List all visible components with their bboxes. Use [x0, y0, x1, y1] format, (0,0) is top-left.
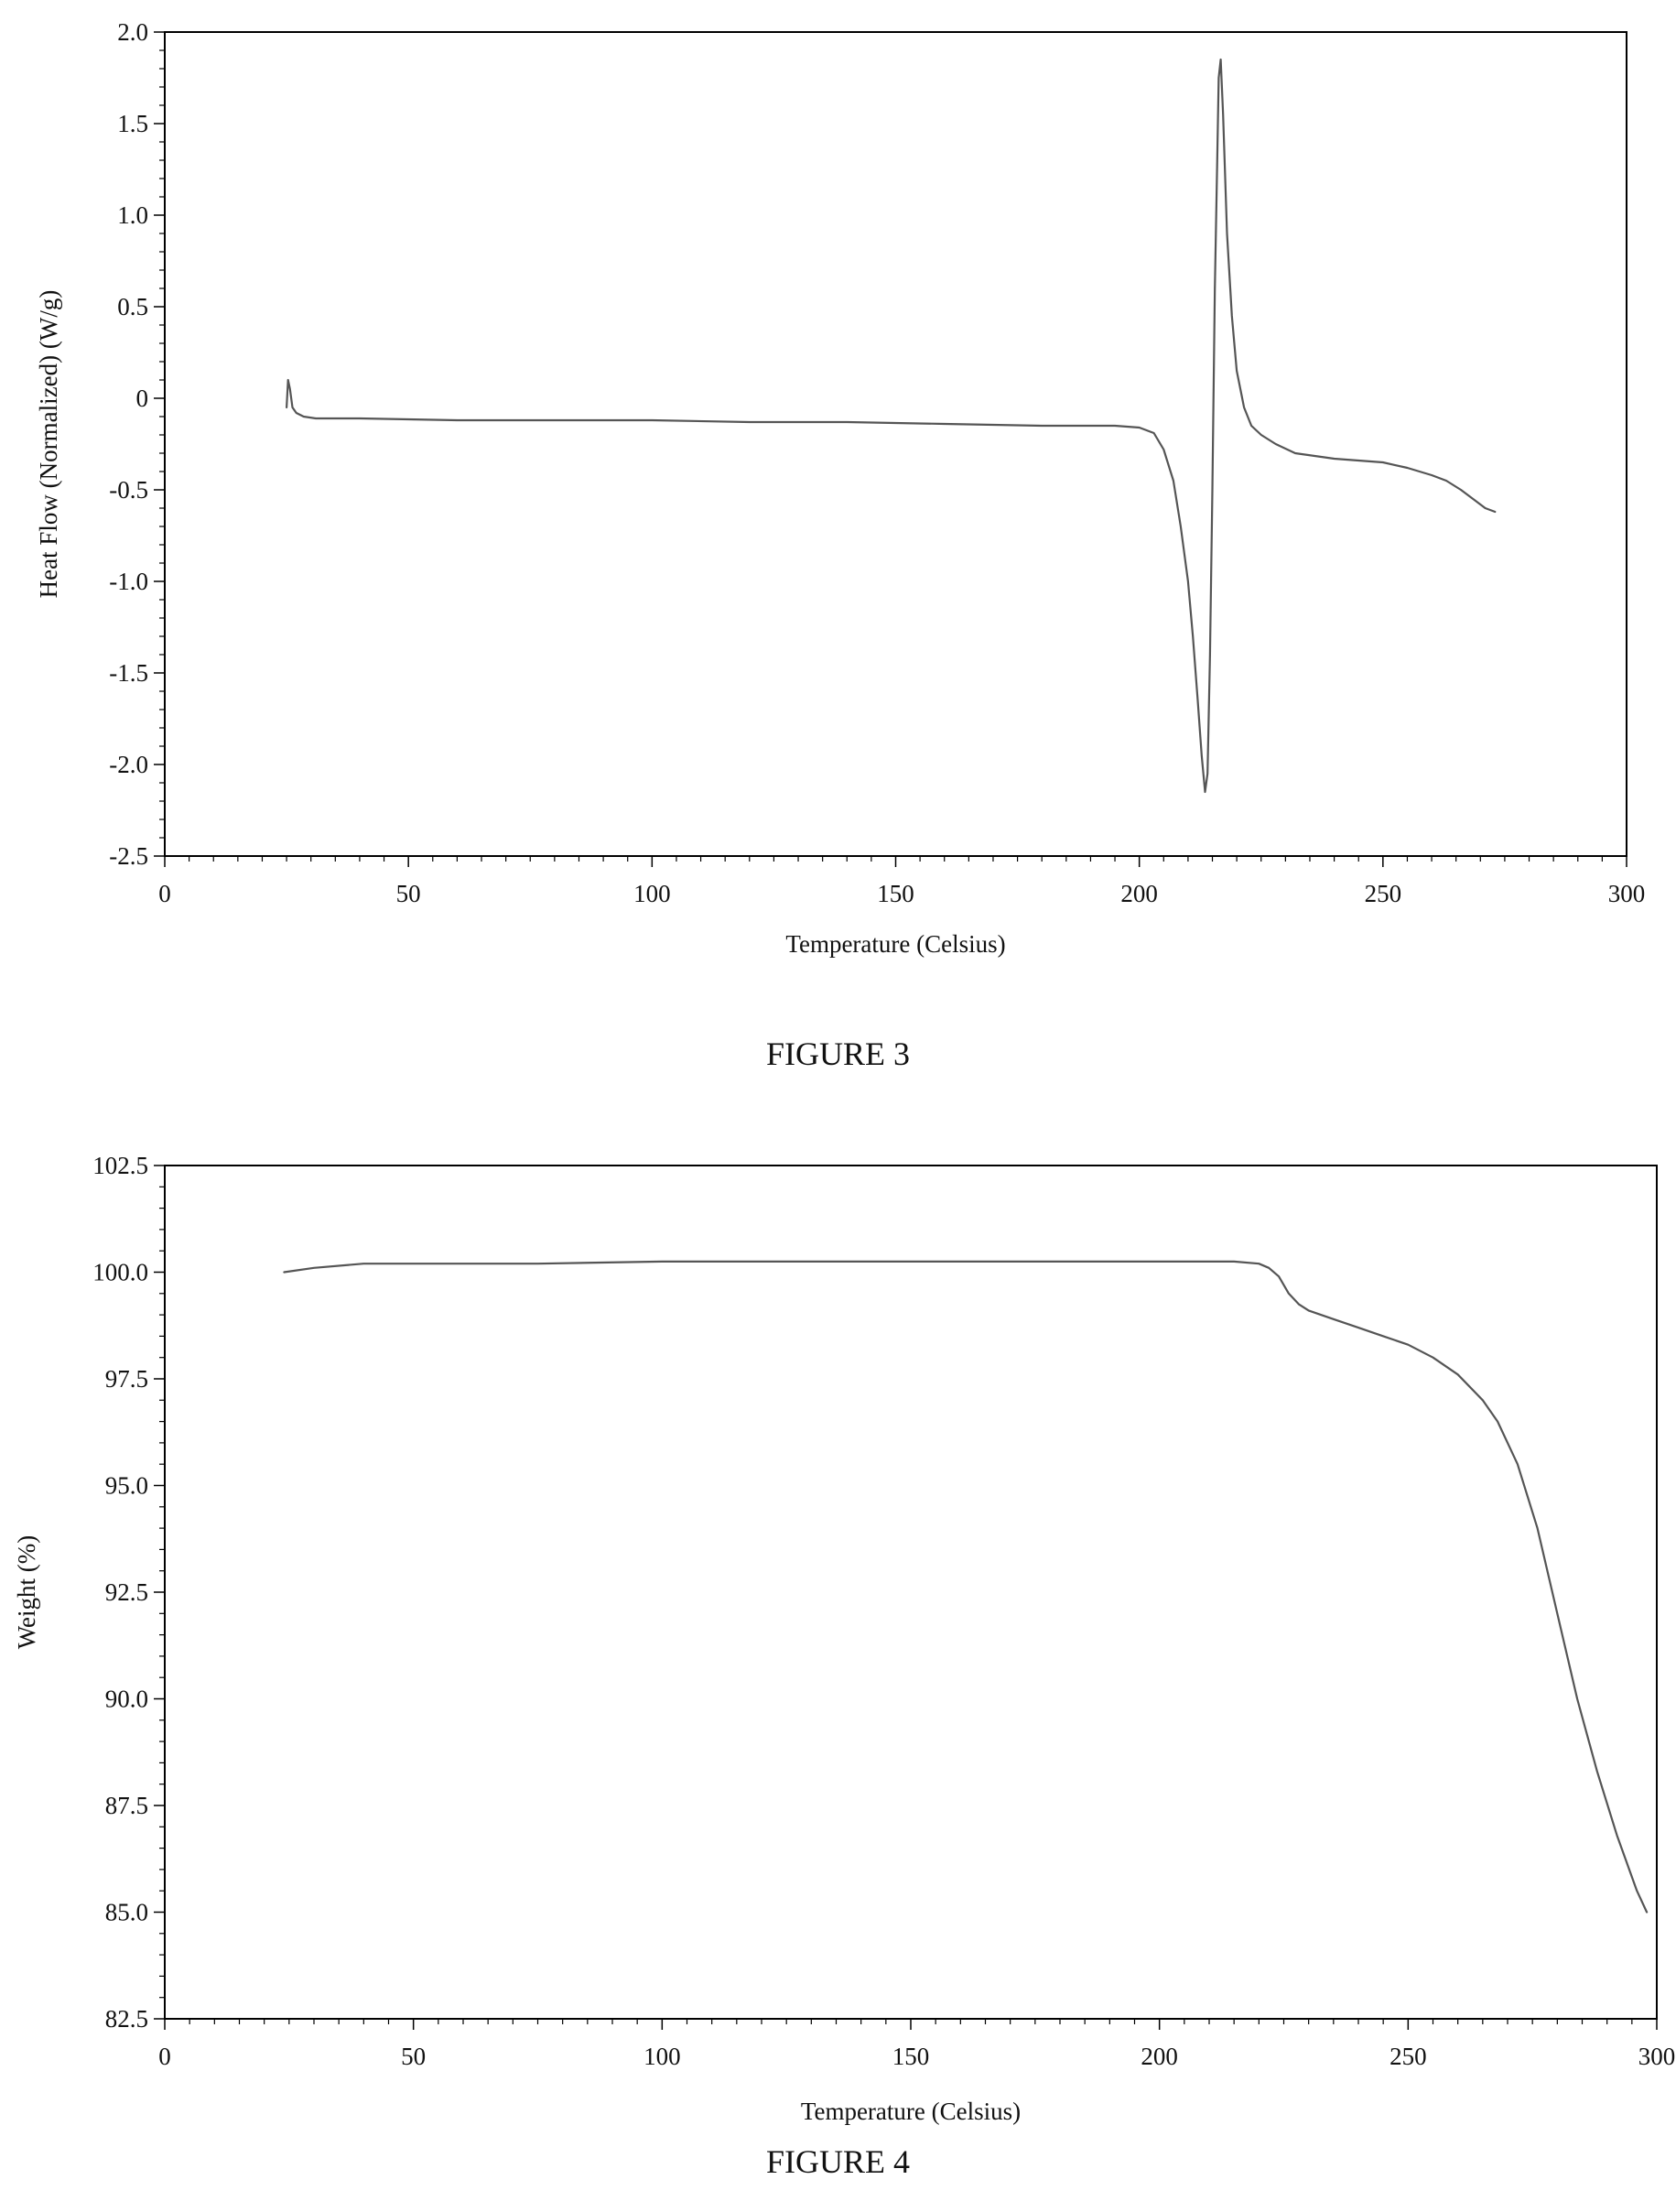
y-tick-label: 100.0 — [92, 1259, 148, 1286]
x-axis-label: Temperature (Celsius) — [801, 2098, 1021, 2125]
y-axis-label: Weight (%) — [13, 1535, 40, 1650]
x-tick-label: 250 — [1365, 880, 1402, 907]
tga-chart: 0 50 100 150 200 250 300 102.5 100.0 97.5 95.0 92.5… — [13, 1152, 1676, 2125]
minor-ticks — [159, 1186, 1633, 2024]
x-tick-label: 150 — [877, 880, 914, 907]
minor-ticks — [159, 49, 1603, 862]
y-tick-label: 82.5 — [105, 2005, 148, 2033]
x-tick-label: 100 — [643, 2043, 681, 2070]
series-line — [286, 58, 1497, 794]
x-tick-label: 200 — [1120, 880, 1158, 907]
y-tick-label: 90.0 — [105, 1686, 148, 1713]
x-tick-label: 150 — [892, 2043, 930, 2070]
dsc-chart: 0 50 100 150 200 250 300 2.0 1.5 1.0 0.5 0 -0.5 -1.0 -… — [35, 18, 1646, 958]
y-tick-label: 102.5 — [92, 1152, 148, 1179]
x-tick-label: 300 — [1638, 2043, 1676, 2070]
figure-3-caption: FIGURE 3 — [765, 1036, 910, 1072]
y-tick-label: -1.5 — [109, 659, 148, 687]
x-tick-label: 200 — [1141, 2043, 1178, 2070]
y-tick-label: 0.5 — [117, 293, 148, 320]
y-tick-label: 0 — [136, 385, 149, 412]
x-tick-label: 0 — [158, 2043, 171, 2070]
plot-frame — [164, 1165, 1658, 2020]
series-line — [283, 1260, 1649, 1914]
x-tick-label: 250 — [1389, 2043, 1427, 2070]
y-tick-label: 1.0 — [117, 201, 148, 229]
y-tick-label: 92.5 — [105, 1578, 148, 1606]
x-tick-label: 50 — [396, 880, 421, 907]
y-tick-label: 2.0 — [117, 18, 148, 46]
x-tick-label: 50 — [401, 2043, 426, 2070]
y-tick-label: -0.5 — [109, 476, 148, 504]
x-axis-label: Temperature (Celsius) — [785, 930, 1005, 958]
figure-4-caption: FIGURE 4 — [765, 2143, 910, 2180]
y-tick-label: 95.0 — [105, 1472, 148, 1500]
plot-frame — [164, 31, 1627, 857]
y-tick-label: -1.0 — [109, 568, 148, 595]
y-tick-label: 1.5 — [117, 110, 148, 137]
y-tick-label: 87.5 — [105, 1792, 148, 1819]
y-tick-label: -2.0 — [109, 751, 148, 778]
y-tick-label: 85.0 — [105, 1899, 148, 1926]
x-tick-label: 0 — [158, 880, 171, 907]
x-tick-label: 100 — [633, 880, 671, 907]
y-tick-label: -2.5 — [109, 842, 148, 870]
y-axis-label: Heat Flow (Normalized) (W/g) — [35, 290, 62, 599]
y-tick-label: 97.5 — [105, 1365, 148, 1393]
x-tick-label: 300 — [1608, 880, 1646, 907]
